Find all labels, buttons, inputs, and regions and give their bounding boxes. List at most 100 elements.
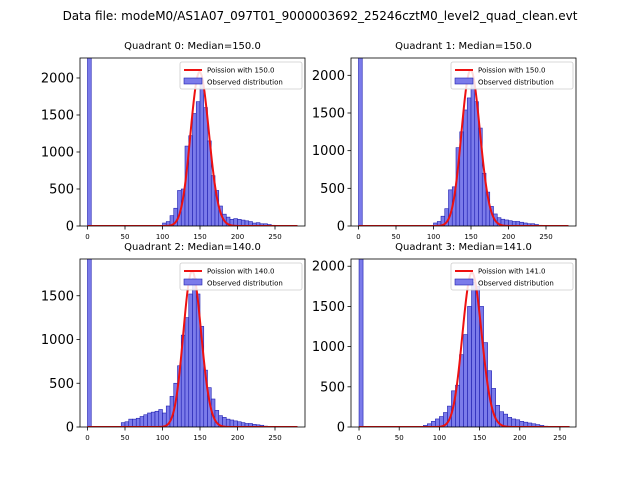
x-tick-label: 0 xyxy=(356,233,360,241)
legend-bar-label: Observed distribution xyxy=(478,280,554,288)
x-tick-label: 150 xyxy=(473,434,486,442)
histogram-bar xyxy=(87,259,92,427)
histogram-bar xyxy=(147,412,152,427)
x-tick-label: 250 xyxy=(268,434,281,442)
legend-bar-label: Observed distribution xyxy=(478,79,554,87)
figure-suptitle: Data file: modeM0/AS1A07_097T01_90000036… xyxy=(63,9,578,23)
histogram-bar xyxy=(358,259,364,427)
legend: Poission with 140.0 Observed distribution xyxy=(179,262,303,291)
y-tick-label: 500 xyxy=(49,377,74,392)
axes-frame xyxy=(350,57,577,227)
subplot-title: Quadrant 1: Median=150.0 xyxy=(395,41,532,52)
axes-frame xyxy=(79,57,306,227)
histogram-bar xyxy=(435,418,440,427)
x-tick-label: 50 xyxy=(121,233,130,241)
legend-box xyxy=(179,262,303,291)
histogram-bar xyxy=(184,317,190,427)
x-tick-label: 200 xyxy=(502,233,515,241)
histogram-bar xyxy=(503,413,508,427)
histogram-bar xyxy=(150,411,156,427)
subplot-title: Quadrant 3: Median=141.0 xyxy=(395,242,532,253)
poisson-curve xyxy=(359,271,570,427)
subplot-quadrant-1: Quadrant 1: Median=150.0 0 50 100 150 200 250 0… xyxy=(312,41,577,241)
histogram-bar xyxy=(195,101,201,226)
legend-bar-label: Observed distribution xyxy=(207,280,283,288)
x-tick-label: 0 xyxy=(357,434,361,442)
y-tick-label: 1500 xyxy=(41,289,74,304)
x-tick-label: 50 xyxy=(392,233,401,241)
legend-line-label: Poission with 150.0 xyxy=(207,67,275,75)
y-tick-label: 1000 xyxy=(41,333,74,348)
histogram-bar xyxy=(132,418,137,427)
histogram-bar xyxy=(511,418,517,427)
histogram-bar xyxy=(463,109,468,226)
legend: Poission with 150.0 Observed distribution xyxy=(179,61,303,90)
histogram-bar xyxy=(203,107,208,226)
histogram-bar xyxy=(135,417,141,427)
axes-frame xyxy=(350,258,577,428)
legend-line-label: Poission with 141.0 xyxy=(478,268,546,276)
axes-frame xyxy=(79,258,306,428)
histogram-bar xyxy=(188,293,193,427)
histogram-bar xyxy=(192,113,197,226)
legend-bar-swatch xyxy=(454,278,474,286)
x-tick-label: 100 xyxy=(156,233,169,241)
subplot-title: Quadrant 0: Median=150.0 xyxy=(124,41,261,52)
poisson-curve xyxy=(87,71,298,226)
legend-line-label: Poission with 150.0 xyxy=(478,67,546,75)
legend-line-label: Poission with 140.0 xyxy=(207,268,275,276)
histogram-bar xyxy=(87,58,92,226)
x-tick-label: 100 xyxy=(427,233,440,241)
x-tick-label: 150 xyxy=(193,434,206,442)
histogram-bar xyxy=(225,418,231,427)
subplot-quadrant-3: Quadrant 3: Median=141.0 0 50 100 150 200 250 0… xyxy=(312,242,577,442)
y-tick-label: 2000 xyxy=(312,260,345,275)
histogram-bar xyxy=(471,282,476,427)
y-tick-label: 0 xyxy=(66,421,74,436)
x-tick-label: 50 xyxy=(395,434,404,442)
x-tick-label: 250 xyxy=(539,233,552,241)
y-tick-label: 0 xyxy=(337,220,345,235)
poisson-curve xyxy=(358,69,569,226)
histogram-bar xyxy=(143,414,148,427)
legend-box xyxy=(179,61,303,90)
histogram-bar xyxy=(128,418,133,427)
y-tick-label: 2000 xyxy=(41,71,74,86)
legend-bar-swatch xyxy=(183,77,203,85)
y-tick-label: 1500 xyxy=(312,106,345,121)
legend: Poission with 150.0 Observed distribution xyxy=(450,61,574,90)
histogram-bar xyxy=(470,82,476,226)
histogram-bar xyxy=(358,58,363,226)
y-tick-label: 1000 xyxy=(312,340,345,355)
histogram-bar xyxy=(139,416,145,427)
histogram-bar xyxy=(154,410,160,427)
legend-bar-label: Observed distribution xyxy=(207,79,283,87)
legend: Poission with 141.0 Observed distribution xyxy=(450,262,574,291)
x-tick-label: 200 xyxy=(513,434,526,442)
x-tick-label: 150 xyxy=(464,233,477,241)
y-tick-label: 500 xyxy=(320,380,345,395)
y-tick-label: 0 xyxy=(66,220,74,235)
legend-bar-swatch xyxy=(454,77,474,85)
x-tick-label: 150 xyxy=(193,233,206,241)
histogram-bar xyxy=(515,419,521,427)
y-tick-label: 1500 xyxy=(312,300,345,315)
x-tick-label: 0 xyxy=(85,233,89,241)
x-tick-label: 100 xyxy=(433,434,446,442)
subplot-title: Quadrant 2: Median=140.0 xyxy=(124,242,261,253)
histogram-bar xyxy=(199,79,205,226)
histogram-bar xyxy=(507,417,513,427)
y-tick-label: 1000 xyxy=(312,144,345,159)
histogram-bar xyxy=(192,277,197,427)
subplot-quadrant-0: Quadrant 0: Median=150.0 0 50 100 150 200 250 0… xyxy=(41,41,306,241)
subplot-quadrant-2: Quadrant 2: Median=140.0 0 50 100 150 200 250 0… xyxy=(41,242,306,442)
x-tick-label: 250 xyxy=(268,233,281,241)
plot-area xyxy=(358,58,569,226)
x-tick-label: 250 xyxy=(553,434,566,442)
histogram-bar xyxy=(229,419,235,427)
histogram-bar xyxy=(158,409,163,427)
x-tick-label: 100 xyxy=(156,434,169,442)
histogram-bar xyxy=(463,334,468,427)
x-tick-label: 0 xyxy=(85,434,89,442)
